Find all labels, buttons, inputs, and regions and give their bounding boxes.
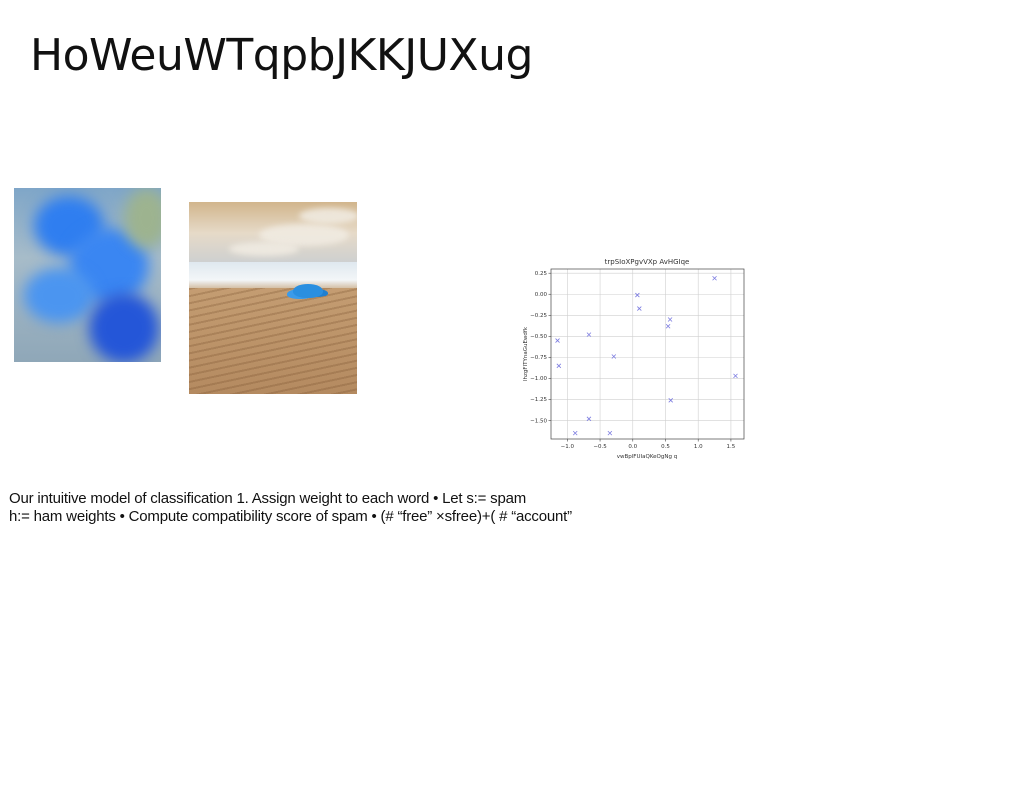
- body-line: Our intuitive model of classification 1.…: [9, 490, 527, 507]
- chart-frame: [550, 268, 745, 440]
- chart-point: [556, 363, 562, 369]
- blue-tree: [293, 284, 323, 298]
- chart-point: [555, 338, 560, 343]
- chart-x-tick-label: −0.5: [593, 444, 607, 450]
- flower-petal-shape: [24, 268, 94, 323]
- chart-point: [668, 398, 674, 403]
- cloud-shape: [229, 242, 299, 256]
- chart-point: [586, 332, 592, 337]
- snow-band: [189, 261, 357, 293]
- chart-point: [667, 317, 673, 322]
- chart-y-tick-label: 0.00: [535, 292, 548, 298]
- chart-x-tick-label: 0.0: [628, 444, 637, 450]
- chart-x-tick-label: 1.5: [727, 444, 736, 450]
- chart-point: [733, 373, 738, 379]
- chart-points: [555, 275, 738, 436]
- sand-dunes: [189, 288, 357, 394]
- chart-point: [572, 430, 578, 436]
- chart-y-tick-label: −1.50: [530, 418, 547, 424]
- chart-title: trpSIoXPgvVXp AvHGIqe: [605, 258, 690, 266]
- flower-leaf-shape: [124, 188, 161, 248]
- chart-x-tick-label: 1.0: [694, 444, 703, 450]
- chart-point: [635, 292, 640, 298]
- cloud-shape: [299, 208, 357, 224]
- chart-point: [665, 323, 671, 329]
- slide-title: HoWeuWTqpbJKKJUXug: [30, 30, 533, 81]
- chart-x-tick-label: −1.0: [561, 444, 575, 450]
- chart-y-tick-label: −1.00: [530, 376, 547, 382]
- chart-ylabel: lhzgFITYnaGuEwdfk: [523, 326, 529, 381]
- chart-point: [712, 275, 717, 281]
- scatter-chart: trpSIoXPgvVXp AvHGIqe vwBplFUIaQKeOgNg q…: [523, 258, 745, 460]
- chart-point: [607, 430, 613, 436]
- chart-y-tick-label: −1.25: [530, 397, 547, 403]
- body-line: h:= ham weights • Compute compatibility …: [9, 508, 572, 525]
- chart-x-tick-label: 0.5: [661, 444, 670, 450]
- chart-point: [637, 306, 642, 311]
- chart-point: [586, 416, 592, 422]
- flower-petal-shape: [89, 293, 159, 362]
- desert-photo: [189, 202, 357, 394]
- body-text: Our intuitive model of classification 1.…: [9, 490, 709, 526]
- chart-point: [611, 354, 617, 359]
- cloud-shape: [259, 224, 349, 246]
- chart-xlabel: vwBplFUIaQKeOgNg q: [617, 454, 677, 460]
- chart-y-tick-label: 0.25: [535, 271, 548, 277]
- chart-y-tick-label: −0.25: [530, 313, 547, 319]
- chart-y-tick-label: −0.75: [530, 355, 547, 361]
- chart-y-axis: 0.25 0.00 −0.25 −0.50 −0.75 −1.00 −1.25 −1.50: [530, 271, 551, 424]
- chart-x-axis: −1.0 −0.5 0.0 0.5 1.0 1.5: [561, 439, 736, 450]
- chart-y-tick-label: −0.50: [530, 334, 547, 340]
- chart-grid: [551, 269, 744, 439]
- flower-photo: [14, 188, 161, 362]
